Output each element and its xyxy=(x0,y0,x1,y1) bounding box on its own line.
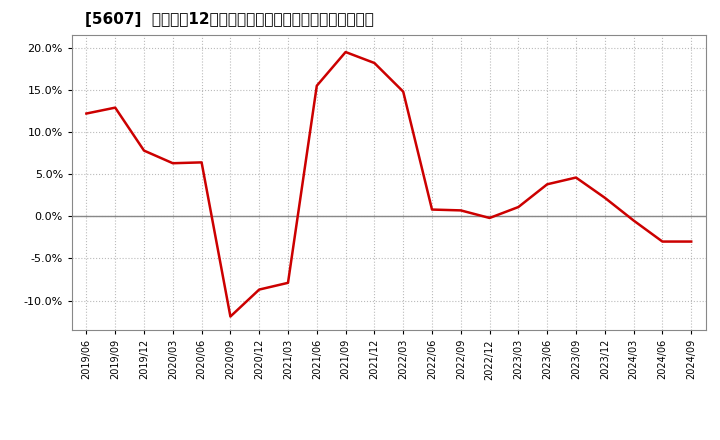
Text: [5607]  売上高の12か月移動合計の対前年同期増減率の推移: [5607] 売上高の12か月移動合計の対前年同期増減率の推移 xyxy=(85,12,374,27)
